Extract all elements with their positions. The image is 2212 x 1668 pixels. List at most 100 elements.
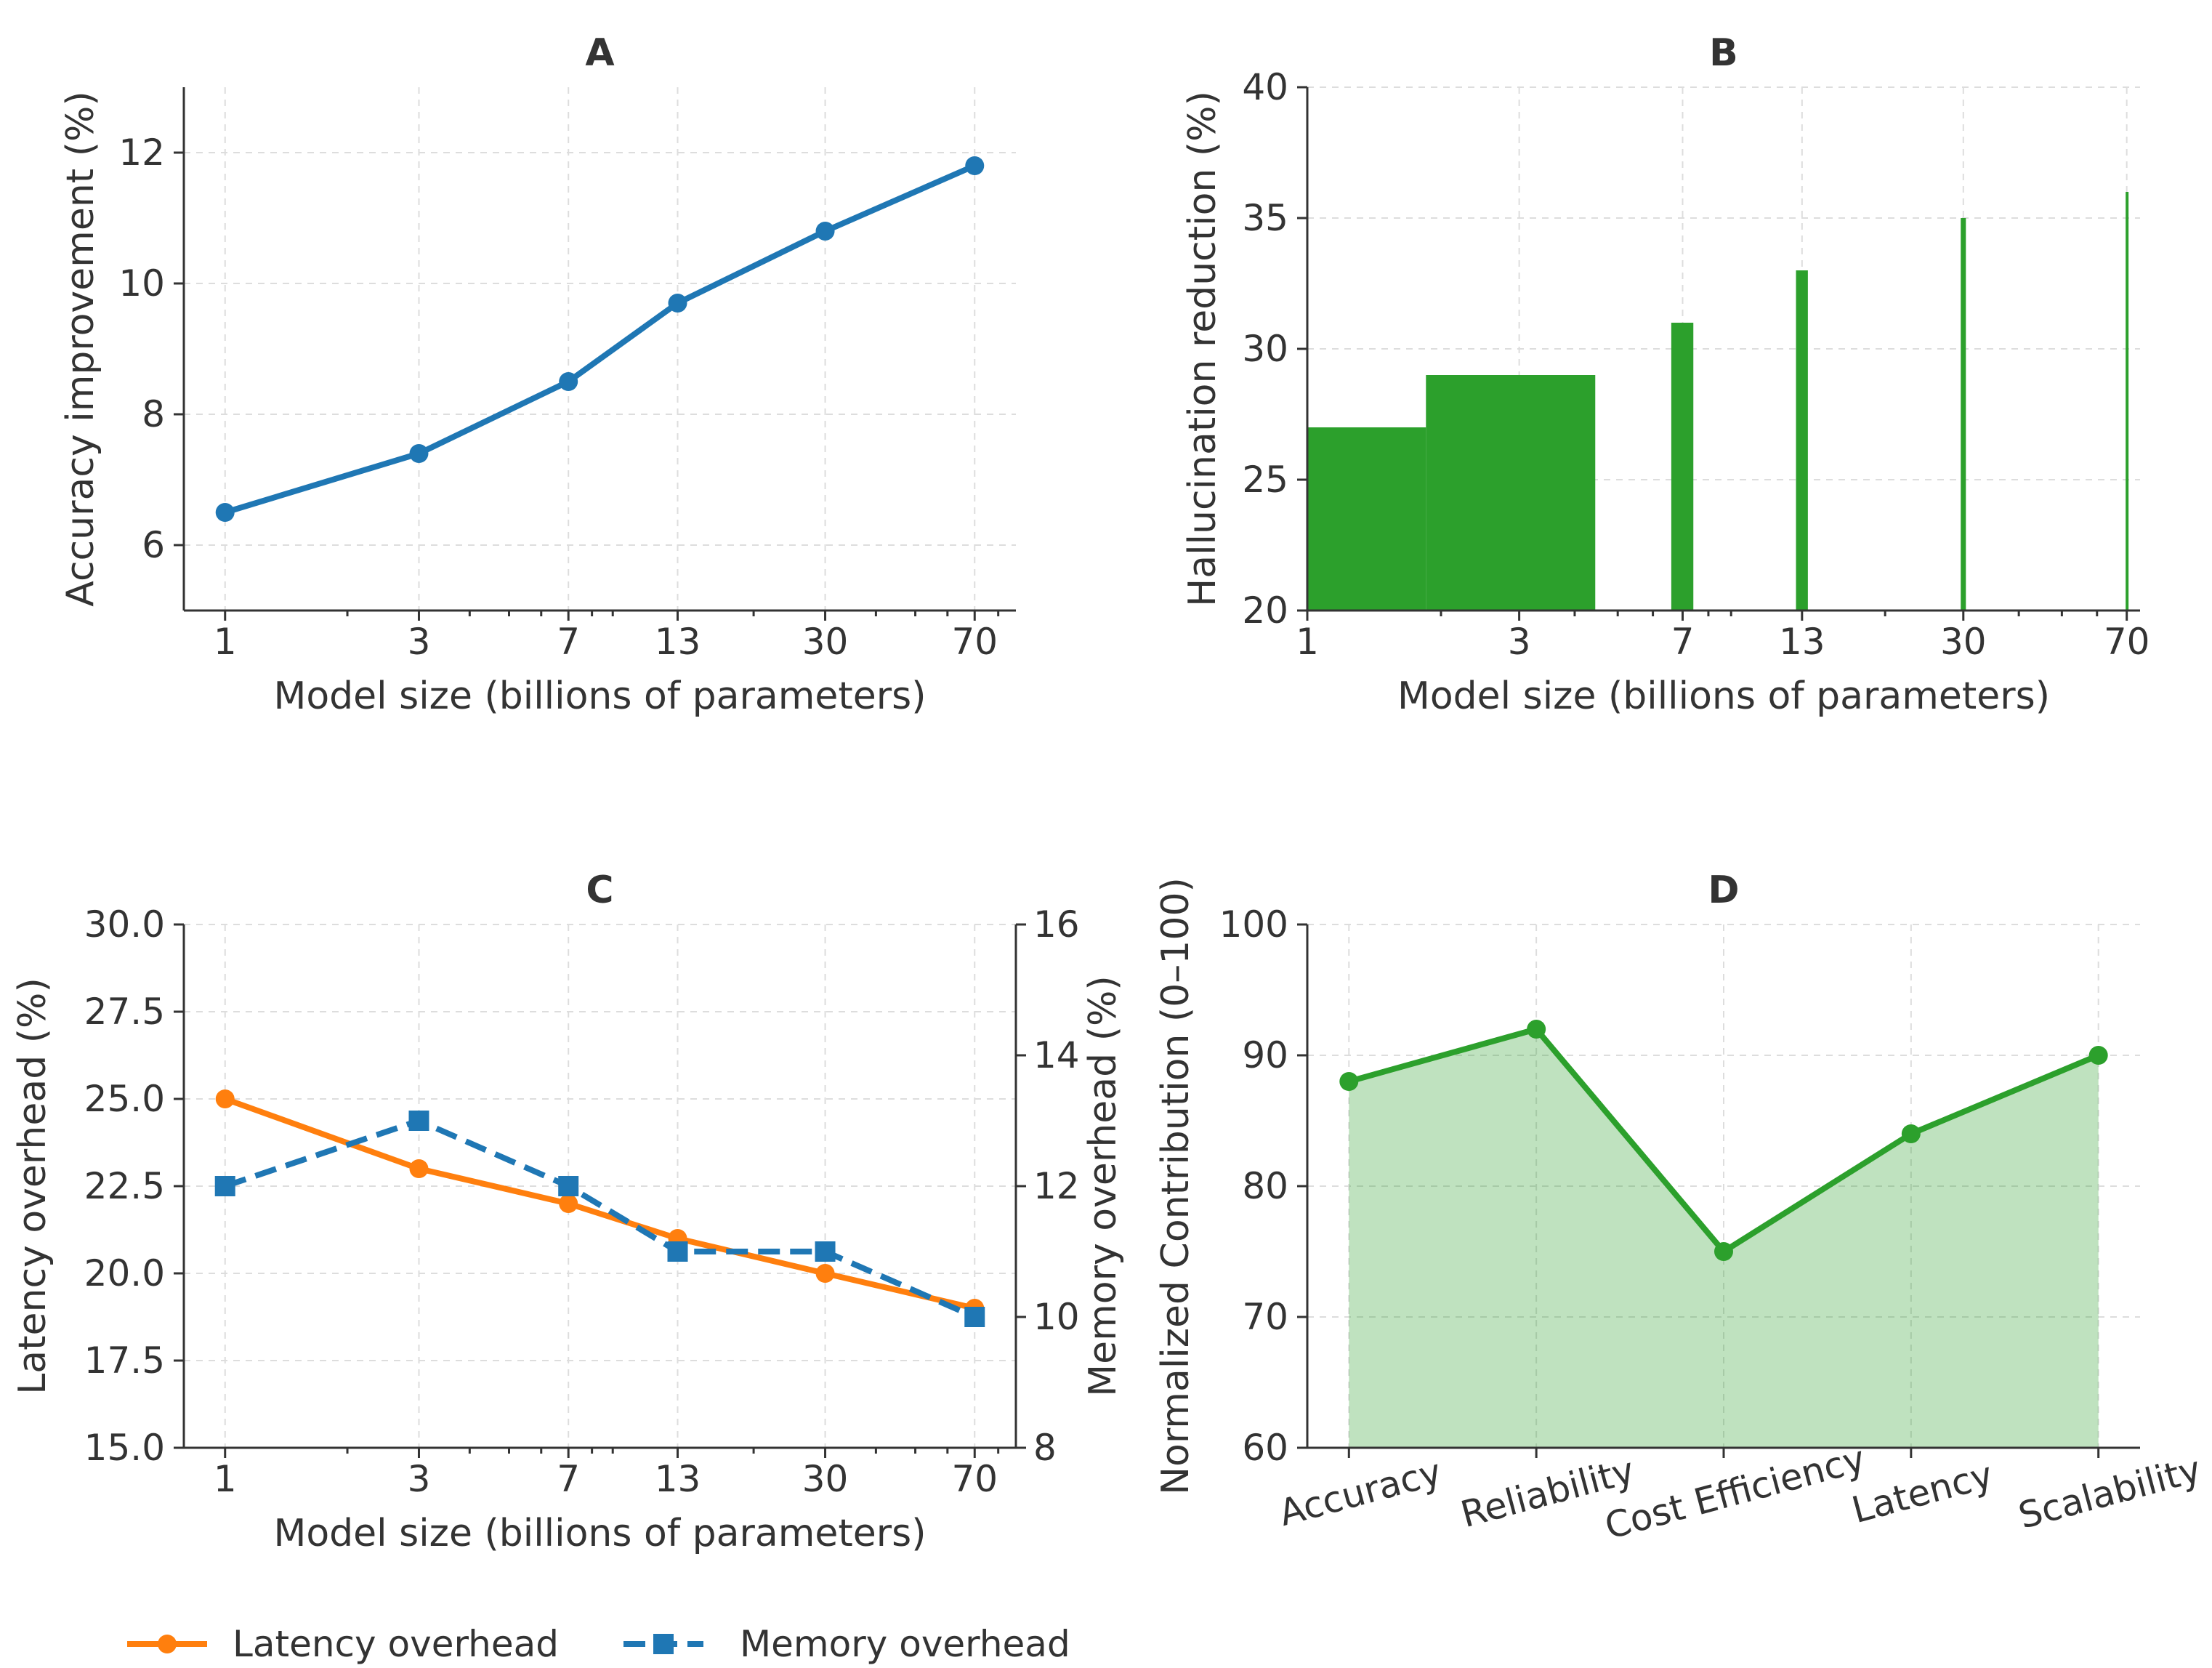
y-tick-label: 60 bbox=[1242, 1427, 1288, 1469]
contribution-point bbox=[2088, 1046, 2108, 1065]
x-tick-label: 1 bbox=[214, 621, 237, 663]
y-tick-label: 70 bbox=[1242, 1296, 1288, 1338]
y-tick-label: 27.5 bbox=[84, 991, 165, 1033]
y-tick-label: 30.0 bbox=[84, 903, 165, 946]
y-axis-label: Normalized Contribution (0–100) bbox=[1154, 877, 1198, 1495]
legend-item: Memory overhead bbox=[623, 1623, 1070, 1665]
memory-point bbox=[214, 1176, 235, 1196]
panel-title: A bbox=[585, 31, 614, 75]
y-tick-label: 35 bbox=[1242, 197, 1288, 239]
y-tick-label: 80 bbox=[1242, 1165, 1288, 1207]
y-tick-label: 12 bbox=[118, 132, 165, 174]
contribution-point bbox=[1714, 1242, 1733, 1261]
x-tick-label: 7 bbox=[557, 621, 580, 663]
contribution-point bbox=[1901, 1124, 1921, 1143]
legend-marker bbox=[653, 1634, 674, 1654]
y-tick-label: 90 bbox=[1242, 1034, 1288, 1076]
memory-point bbox=[667, 1241, 688, 1262]
panel-title: B bbox=[1709, 31, 1738, 75]
hallucination-bar bbox=[1671, 323, 1694, 611]
x-tick-label: 7 bbox=[557, 1458, 580, 1500]
y-tick-label: 40 bbox=[1242, 66, 1288, 108]
x-tick-label: 3 bbox=[408, 621, 431, 663]
x-axis-label: Model size (billions of parameters) bbox=[273, 674, 926, 718]
y-tick-label: 8 bbox=[142, 393, 165, 435]
legend-item: Latency overhead bbox=[127, 1623, 559, 1665]
x-tick-label: 30 bbox=[1940, 621, 1987, 663]
accuracy-point bbox=[409, 444, 429, 463]
x-tick-label: 70 bbox=[951, 621, 998, 663]
memory-point bbox=[558, 1176, 579, 1196]
x-tick-label: 7 bbox=[1671, 621, 1695, 663]
panel-title: D bbox=[1708, 869, 1739, 912]
legend: Latency overhead Memory overhead bbox=[127, 1623, 1070, 1665]
y-tick-label: 6 bbox=[142, 524, 165, 566]
accuracy-point bbox=[559, 372, 578, 391]
hallucination-bar bbox=[1307, 427, 1426, 611]
hallucination-bar bbox=[1796, 270, 1808, 611]
y2-axis-label: Memory overhead (%) bbox=[1081, 975, 1125, 1396]
x-tick-label: 1 bbox=[1296, 621, 1319, 663]
x-tick-label: 13 bbox=[1779, 621, 1825, 663]
x-category-label: Accuracy bbox=[1275, 1451, 1446, 1534]
y-axis-label: Accuracy improvement (%) bbox=[59, 91, 102, 606]
y-tick-label: 20.0 bbox=[84, 1252, 165, 1294]
x-tick-label: 13 bbox=[655, 621, 701, 663]
panel-c: C15.017.520.022.525.027.530.01 3 7 13 30 70Mo… bbox=[11, 869, 1125, 1555]
hallucination-bar bbox=[1961, 218, 1966, 611]
x-category-label: Cost Efficiency bbox=[1600, 1438, 1869, 1547]
y2-tick-label: 10 bbox=[1033, 1296, 1080, 1338]
y-tick-label: 22.5 bbox=[84, 1165, 165, 1207]
legend-label: Latency overhead bbox=[233, 1623, 559, 1665]
y-tick-label: 25 bbox=[1242, 459, 1288, 501]
legend-marker bbox=[158, 1635, 177, 1653]
latency-point bbox=[559, 1194, 578, 1213]
y-tick-label: 25.0 bbox=[84, 1078, 165, 1120]
legend-label: Memory overhead bbox=[740, 1623, 1070, 1665]
y2-tick-label: 8 bbox=[1033, 1427, 1057, 1469]
contribution-point bbox=[1527, 1020, 1546, 1039]
x-tick-label: 3 bbox=[408, 1458, 431, 1500]
x-tick-label: 1 bbox=[214, 1458, 237, 1500]
accuracy-line bbox=[224, 163, 976, 515]
y2-tick-label: 16 bbox=[1033, 903, 1080, 946]
x-category-label: Scalability bbox=[2014, 1448, 2205, 1537]
memory-point bbox=[408, 1111, 429, 1131]
y-axis-label: Latency overhead (%) bbox=[11, 978, 55, 1394]
memory-line bbox=[224, 1118, 976, 1320]
y-axis-label: Hallucination reduction (%) bbox=[1181, 91, 1224, 607]
memory-point bbox=[815, 1241, 836, 1262]
x-tick-label: 13 bbox=[655, 1458, 701, 1500]
latency-point bbox=[215, 1089, 235, 1108]
y-tick-label: 30 bbox=[1242, 328, 1288, 370]
hallucination-bar bbox=[2126, 192, 2129, 611]
panel-title: C bbox=[586, 869, 613, 912]
y-tick-label: 17.5 bbox=[84, 1339, 165, 1382]
x-tick-label: 70 bbox=[2104, 621, 2150, 663]
contribution-point bbox=[1339, 1072, 1359, 1091]
x-tick-label: 70 bbox=[951, 1458, 998, 1500]
x-axis-label: Model size (billions of parameters) bbox=[273, 1512, 926, 1555]
x-category-label: Latency bbox=[1847, 1454, 1997, 1531]
y-tick-label: 15.0 bbox=[84, 1427, 165, 1469]
latency-point bbox=[815, 1264, 835, 1283]
accuracy-point bbox=[668, 294, 687, 313]
y-tick-label: 100 bbox=[1219, 903, 1288, 946]
accuracy-point bbox=[215, 503, 235, 522]
x-tick-label: 3 bbox=[1508, 621, 1531, 663]
x-axis-label: Model size (billions of parameters) bbox=[1397, 674, 2050, 718]
y-tick-label: 10 bbox=[118, 262, 165, 305]
hallucination-bar bbox=[1426, 375, 1596, 611]
y2-tick-label: 12 bbox=[1033, 1165, 1080, 1207]
y2-tick-label: 14 bbox=[1033, 1034, 1080, 1076]
memory-point bbox=[964, 1307, 985, 1327]
accuracy-point bbox=[815, 222, 835, 241]
accuracy-point bbox=[965, 156, 985, 175]
x-tick-label: 30 bbox=[802, 621, 849, 663]
latency-point bbox=[409, 1159, 429, 1178]
y-tick-label: 20 bbox=[1242, 589, 1288, 632]
